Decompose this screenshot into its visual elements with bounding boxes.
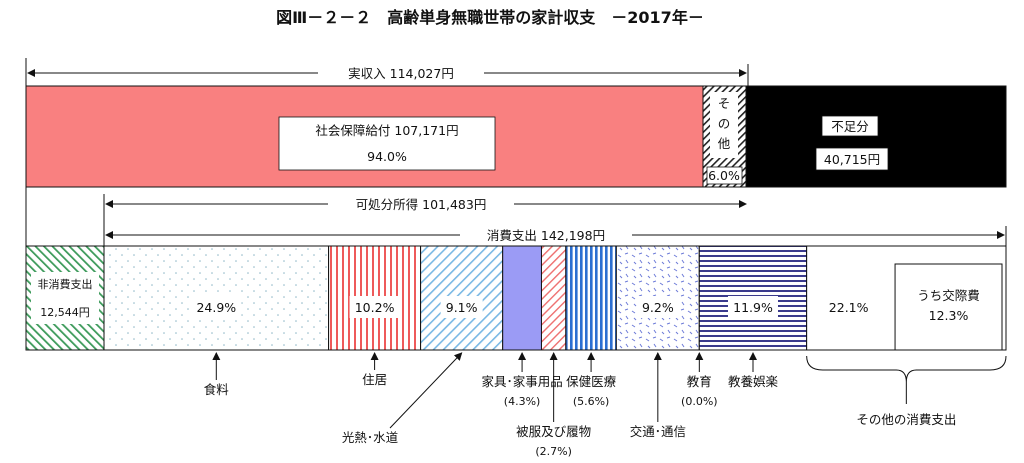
consumption-label-bg (460, 226, 632, 243)
social-security-pct: 94.0% (367, 149, 407, 164)
category-3-pct-label: 9.1% (446, 300, 478, 315)
other-income-label-char-1: そ (718, 96, 731, 111)
category-10-pct-label: 22.1% (829, 300, 869, 315)
disposable-label-bg (328, 195, 514, 212)
income-label-bg (318, 64, 484, 81)
non-consumption-value: 12,544円 (40, 306, 90, 319)
category-10-name: その他の消費支出 (856, 412, 956, 427)
shortfall-value-box (815, 147, 889, 171)
social-security-label-box (278, 116, 496, 171)
category-5-bar (540, 245, 567, 351)
social-expenses-label: うち交際費 (917, 288, 980, 303)
other-income-label-char-3: 他 (718, 136, 731, 151)
category-2-pct-bg (349, 296, 400, 318)
category-8-name: 教育 (687, 374, 712, 389)
other-consumption-brace (806, 355, 1007, 383)
category-9-name: 教養娯楽 (728, 374, 779, 389)
category-3-pct-bg (440, 296, 483, 318)
other-income-pct-box (706, 166, 743, 185)
category-6-bar (565, 245, 617, 351)
category-1-pct-bg (191, 296, 242, 318)
category-4-bar (502, 245, 542, 351)
shortfall-label: 不足分 (831, 119, 869, 134)
category-4-sub-label: (4.3%) (504, 395, 541, 408)
category-5-sub-label: (2.7%) (535, 445, 572, 458)
category-9-pct-label: 11.9% (733, 300, 773, 315)
non-consumption-label-box (31, 272, 99, 324)
category-1-pct-label: 24.9% (196, 300, 236, 315)
category-5-name: 被服及び履物 (516, 424, 591, 439)
income-label: 実収入 114,027円 (348, 66, 454, 81)
category-3-pointer (389, 352, 463, 429)
category-2-pct-label: 10.2% (355, 300, 395, 315)
category-7-pct-bg (636, 296, 679, 318)
social-expenses-bar (894, 263, 1003, 351)
category-9-pct-bg (727, 296, 778, 318)
category-4-name: 家具･家事用品 (481, 374, 562, 389)
other-income-label-char-2: の (718, 116, 731, 131)
category-6-sub-label: (5.6%) (573, 395, 610, 408)
category-1-name: 食料 (204, 382, 230, 397)
other-income-pct: 6.0% (708, 168, 740, 183)
disposable-label: 可処分所得 101,483円 (356, 197, 487, 212)
expenditure-categories: 24.9% 食料 10.2% 住居 9.1% 光熱･水道 家具･家事用品 (4.3%) 被服及び… (103, 245, 1007, 458)
category-8-sub-label: (0.0%) (681, 395, 718, 408)
social-expenses-pct: 12.3% (929, 308, 969, 323)
non-consumption-label: 非消費支出 (38, 277, 93, 291)
social-security-label: 社会保障給付 107,171円 (315, 123, 458, 138)
shortfall-label-box (821, 115, 879, 137)
category-6-name: 保健医療 (566, 374, 617, 389)
shortfall-value: 40,715円 (824, 152, 880, 167)
category-2-name: 住居 (362, 372, 387, 387)
category-7-name: 交通･通信 (630, 424, 686, 439)
shortfall-bar (745, 85, 1007, 188)
consumption-label: 消費支出 142,198円 (487, 228, 605, 243)
category-3-name: 光熱･水道 (342, 430, 399, 445)
chart-title: 図Ⅲ－２－２ 高齢単身無職世帯の家計収支 －2017年－ (276, 8, 704, 27)
other-income-label-box (710, 92, 738, 158)
category-7-pct-label: 9.2% (642, 300, 674, 315)
